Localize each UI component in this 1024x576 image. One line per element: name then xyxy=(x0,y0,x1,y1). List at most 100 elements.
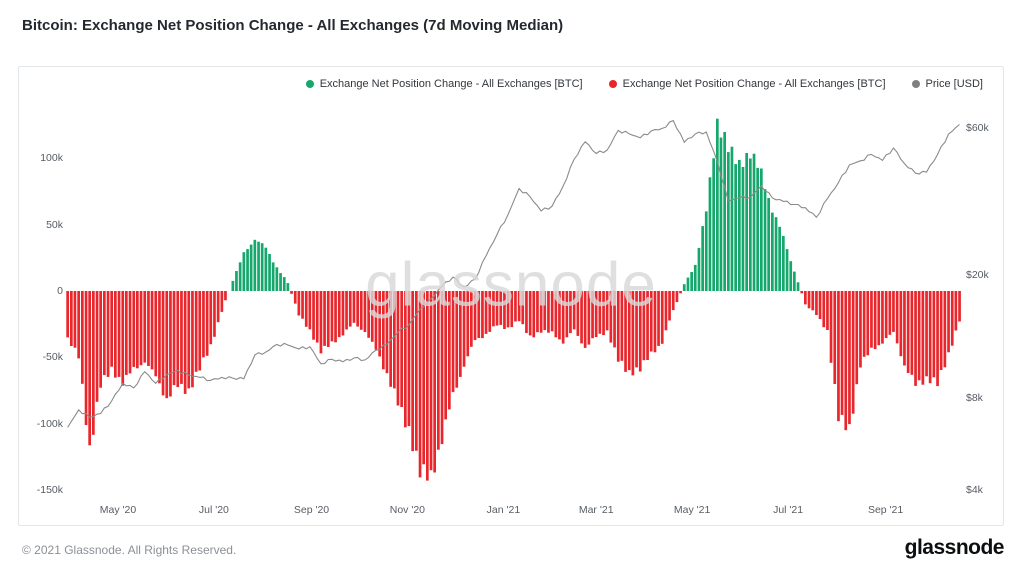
netflow-bar[interactable] xyxy=(70,291,73,346)
netflow-bar[interactable] xyxy=(906,291,910,373)
netflow-bar[interactable] xyxy=(594,291,598,338)
netflow-bar[interactable] xyxy=(605,291,609,331)
netflow-bar[interactable] xyxy=(139,291,143,366)
legend-item-0[interactable]: Exchange Net Position Change - All Excha… xyxy=(305,78,583,90)
netflow-bar[interactable] xyxy=(620,291,624,361)
netflow-bar[interactable] xyxy=(609,291,613,343)
netflow-bar[interactable] xyxy=(396,291,400,406)
netflow-bar[interactable] xyxy=(444,291,447,420)
netflow-bar[interactable] xyxy=(253,239,257,291)
netflow-bar[interactable] xyxy=(789,261,793,291)
netflow-bar[interactable] xyxy=(848,291,851,425)
netflow-bar[interactable] xyxy=(734,164,737,291)
netflow-bar[interactable] xyxy=(466,291,470,357)
netflow-bar[interactable] xyxy=(561,291,565,344)
netflow-bar[interactable] xyxy=(760,168,763,292)
netflow-bar[interactable] xyxy=(367,291,370,338)
netflow-bar[interactable] xyxy=(804,291,807,305)
netflow-bar[interactable] xyxy=(822,291,826,328)
netflow-bar[interactable] xyxy=(771,212,774,291)
netflow-bar[interactable] xyxy=(910,291,914,375)
netflow-bar[interactable] xyxy=(649,291,653,352)
netflow-bar[interactable] xyxy=(840,291,844,415)
netflow-bar[interactable] xyxy=(723,132,726,291)
netflow-bar[interactable] xyxy=(558,291,561,340)
netflow-bar[interactable] xyxy=(543,291,547,331)
netflow-bar[interactable] xyxy=(106,291,110,377)
netflow-bar[interactable] xyxy=(95,291,99,402)
chart-canvas[interactable] xyxy=(19,67,1005,527)
netflow-bar[interactable] xyxy=(341,291,345,336)
netflow-bar[interactable] xyxy=(437,291,440,450)
netflow-bar[interactable] xyxy=(572,291,576,330)
netflow-bar[interactable] xyxy=(602,291,605,336)
netflow-bar[interactable] xyxy=(701,226,704,291)
netflow-bar[interactable] xyxy=(756,167,759,291)
netflow-bar[interactable] xyxy=(646,291,649,360)
netflow-bar[interactable] xyxy=(693,264,697,291)
netflow-bar[interactable] xyxy=(638,291,642,372)
netflow-bar[interactable] xyxy=(172,291,176,386)
netflow-bar[interactable] xyxy=(128,291,132,374)
netflow-bar[interactable] xyxy=(539,291,543,333)
netflow-bar[interactable] xyxy=(455,291,459,388)
netflow-bar[interactable] xyxy=(323,291,326,346)
netflow-bar[interactable] xyxy=(947,291,950,353)
netflow-bar[interactable] xyxy=(925,291,928,377)
netflow-bar[interactable] xyxy=(767,198,770,291)
netflow-bar[interactable] xyxy=(194,291,198,372)
netflow-bar[interactable] xyxy=(356,291,359,327)
netflow-bar[interactable] xyxy=(92,291,95,435)
netflow-bar[interactable] xyxy=(136,291,139,369)
netflow-bar[interactable] xyxy=(818,291,822,319)
netflow-bar[interactable] xyxy=(319,291,323,354)
netflow-bar[interactable] xyxy=(488,291,492,332)
netflow-bar[interactable] xyxy=(433,291,436,473)
netflow-bar[interactable] xyxy=(704,211,708,291)
netflow-bar[interactable] xyxy=(613,291,616,348)
netflow-bar[interactable] xyxy=(121,291,125,386)
netflow-bar[interactable] xyxy=(829,291,833,363)
netflow-bar[interactable] xyxy=(161,291,165,396)
netflow-bar[interactable] xyxy=(631,291,635,376)
netflow-bar[interactable] xyxy=(635,291,638,368)
netflow-bar[interactable] xyxy=(532,291,536,338)
netflow-bar[interactable] xyxy=(154,291,158,377)
netflow-bar[interactable] xyxy=(616,291,620,362)
netflow-bar[interactable] xyxy=(330,291,334,342)
netflow-bar[interactable] xyxy=(279,273,282,291)
netflow-bar[interactable] xyxy=(565,291,569,338)
netflow-bar[interactable] xyxy=(660,291,664,344)
netflow-bar[interactable] xyxy=(554,291,558,338)
netflow-bar[interactable] xyxy=(514,291,517,322)
netflow-bar[interactable] xyxy=(800,291,804,294)
netflow-bar[interactable] xyxy=(73,291,77,348)
netflow-bar[interactable] xyxy=(679,291,682,294)
netflow-bar[interactable] xyxy=(888,291,892,335)
netflow-bar[interactable] xyxy=(774,217,778,291)
netflow-bar[interactable] xyxy=(506,291,510,328)
netflow-bar[interactable] xyxy=(778,226,781,291)
netflow-bar[interactable] xyxy=(393,291,396,389)
netflow-bar[interactable] xyxy=(712,158,715,291)
netflow-bar[interactable] xyxy=(833,291,837,384)
netflow-bar[interactable] xyxy=(569,291,572,334)
netflow-bar[interactable] xyxy=(242,252,246,291)
netflow-bar[interactable] xyxy=(264,247,268,291)
netflow-bar[interactable] xyxy=(370,291,374,342)
netflow-bar[interactable] xyxy=(642,291,646,361)
netflow-bar[interactable] xyxy=(741,167,745,291)
netflow-bar[interactable] xyxy=(862,291,866,357)
netflow-bar[interactable] xyxy=(202,291,205,358)
netflow-bar[interactable] xyxy=(525,291,528,333)
netflow-bar[interactable] xyxy=(407,291,411,427)
netflow-bar[interactable] xyxy=(422,291,425,465)
netflow-bar[interactable] xyxy=(150,291,154,370)
netflow-bar[interactable] xyxy=(914,291,917,386)
netflow-bar[interactable] xyxy=(826,291,829,330)
netflow-bar[interactable] xyxy=(492,291,495,327)
netflow-bar[interactable] xyxy=(583,291,587,348)
netflow-bar[interactable] xyxy=(165,291,169,399)
netflow-bar[interactable] xyxy=(143,291,147,363)
netflow-bar[interactable] xyxy=(238,262,242,291)
